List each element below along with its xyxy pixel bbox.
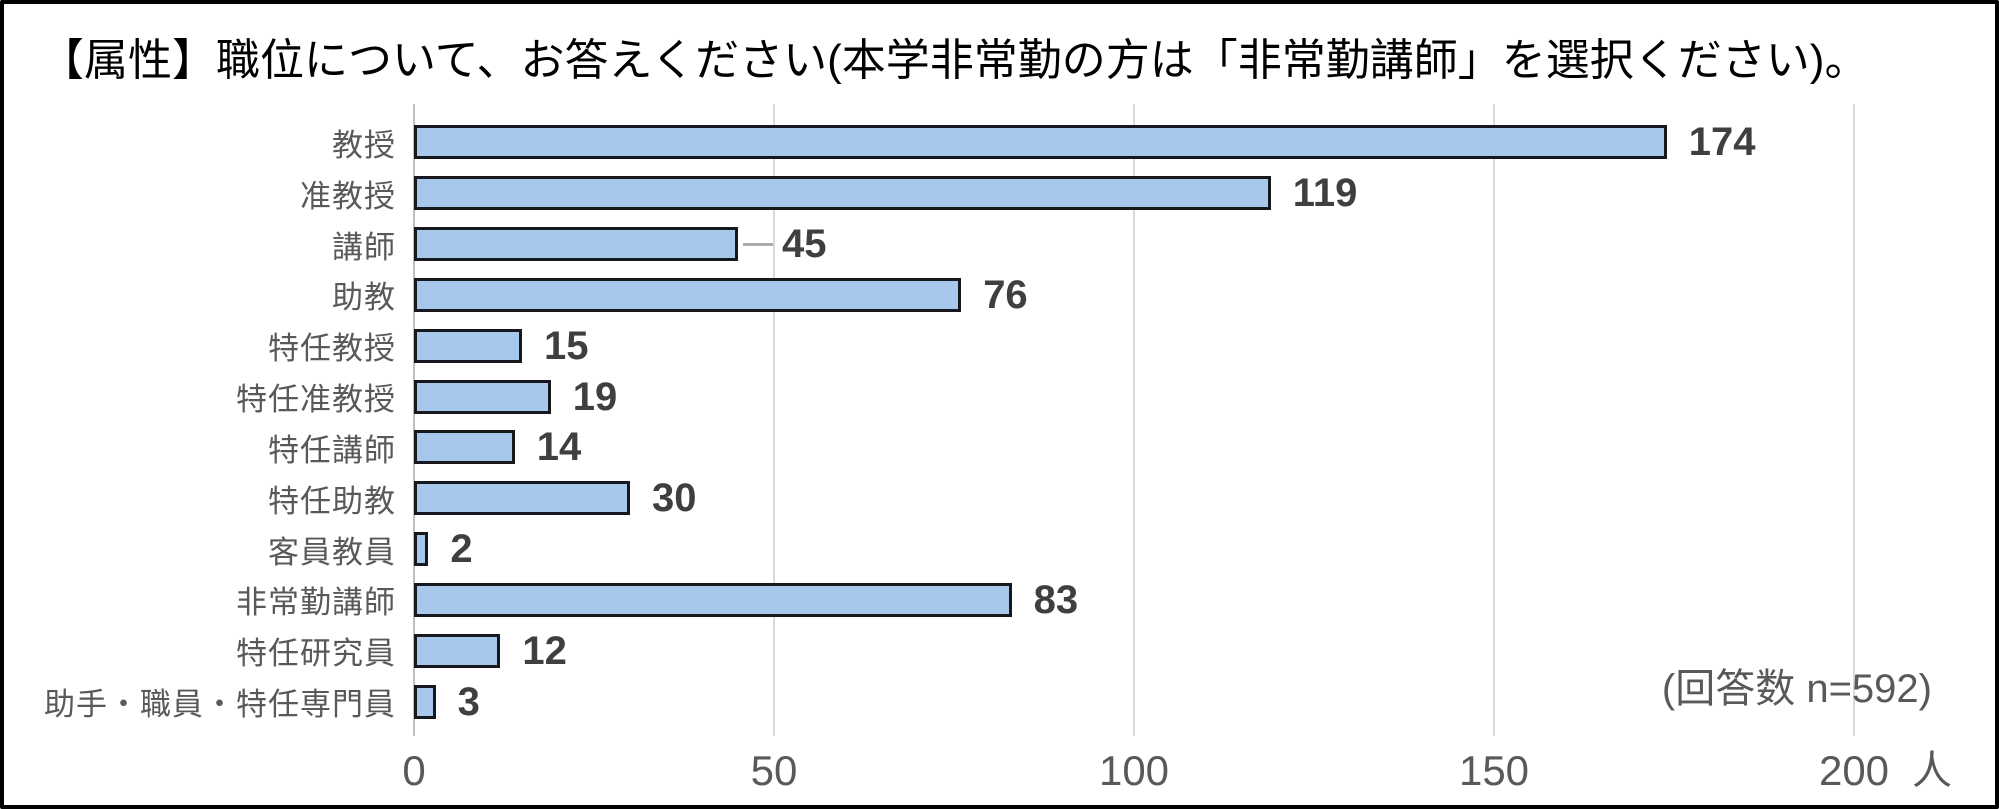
category-label: 助手・職員・特任専門員 [44,687,396,723]
bar-row: 3 [414,676,1854,727]
bar-value-label: 14 [536,425,582,470]
category-label: 特任講師 [268,432,396,468]
category-label: 講師 [332,229,396,265]
bar-row: 83 [414,574,1854,625]
category-label: 准教授 [300,178,396,214]
bar [414,582,1012,617]
bar-value-label: 174 [1688,120,1756,165]
bar-row: 76 [414,269,1854,320]
bar-value-label: 45 [782,222,827,267]
category-axis-labels: 教授准教授講師助教特任教授特任准教授特任講師特任助教客員教員非常勤講師特任研究員… [16,117,396,727]
bar-row: 30 [414,473,1854,524]
chart-title: 【属性】職位について、お答えください(本学非常勤の方は「非常勤講師」を選択くださ… [40,36,1869,85]
category-label: 特任准教授 [236,382,396,418]
bar-row: 19 [414,371,1854,422]
bar-value-label: 76 [983,272,1028,317]
bar [414,684,436,719]
x-axis: 0 50 100 150 200 [402,747,1889,802]
bar [414,125,1667,160]
x-axis-unit-label: 人 [1912,749,1952,793]
bar [414,328,522,363]
gridline [1493,104,1495,736]
bar-value-label: 83 [1033,577,1079,622]
bar-row: 119 [414,168,1854,219]
bar-value-label: 12 [522,628,567,673]
gridline [773,104,775,736]
x-tick-label: 200 [1818,747,1890,794]
bar [414,430,515,465]
bar [414,633,501,668]
bar-value-label: 2 [450,527,473,572]
bar-value-label: 30 [652,476,697,521]
category-label: 教授 [332,127,396,163]
gridline [1133,104,1135,736]
x-tick-label: 100 [1098,747,1170,794]
bar-row: 174 [414,117,1854,168]
category-label: 助教 [332,280,396,316]
bar-rows: 174 119 45 76 15 19 14 30 2 83 12 3 [414,117,1854,727]
x-tick-label: 50 [750,747,798,794]
gridline [1853,104,1855,736]
bar-row: 45 [414,219,1854,270]
bar [414,379,551,414]
data-label-leader-line [743,242,773,246]
bar [414,277,962,312]
bar-row: 14 [414,422,1854,473]
bar-row: 12 [414,625,1854,676]
bar-value-label: 3 [457,679,480,724]
x-tick-label: 0 [402,747,426,794]
bar [414,481,630,516]
bar [414,532,429,567]
bar [414,176,1271,211]
category-label: 非常勤講師 [236,585,396,621]
bar-row: 15 [414,320,1854,371]
bar-value-label: 15 [544,323,589,368]
category-label: 客員教員 [268,534,396,570]
plot-area: 174 119 45 76 15 19 14 30 2 83 12 3 [413,104,1855,736]
response-count-annotation: (回答数 n=592) [1661,667,1932,711]
category-label: 特任教授 [268,331,396,367]
category-label: 特任研究員 [236,636,396,672]
category-label: 特任助教 [268,483,396,519]
bar-row: 2 [414,524,1854,575]
bar [414,227,738,262]
bar-value-label: 19 [572,374,618,419]
bar-value-label: 119 [1292,171,1358,216]
value-axis-line [413,104,415,736]
x-tick-label: 150 [1458,747,1530,794]
